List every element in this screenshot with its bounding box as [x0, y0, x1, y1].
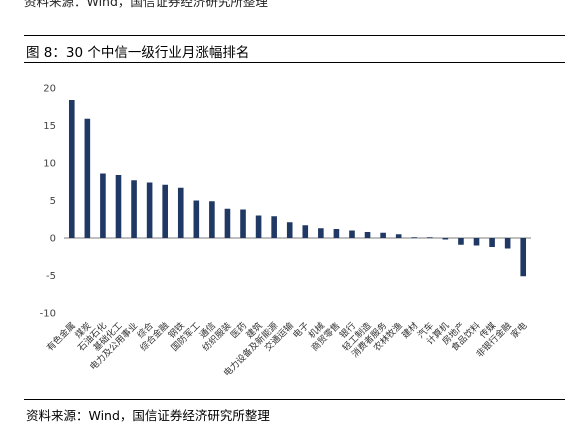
y-tick-label: 10: [43, 159, 56, 170]
bar: [427, 237, 433, 239]
bar: [224, 208, 231, 238]
bar: [302, 225, 309, 238]
figure-title: 图 8：30 个中信一级行业月涨幅排名: [26, 45, 250, 61]
bar: [520, 238, 527, 277]
bar: [255, 215, 262, 238]
bar: [131, 180, 137, 238]
bar: [162, 184, 168, 238]
bar: [318, 228, 324, 238]
category-label: 有色金属: [44, 320, 78, 354]
bar: [364, 232, 371, 238]
bar: [240, 209, 246, 238]
bar: [209, 201, 215, 238]
title-top-rule: [24, 35, 565, 36]
bar: [458, 238, 464, 245]
category-label: 医药: [229, 320, 250, 341]
top-source-note: 资料来源：Wind，国信证券经济研究所整理: [24, 0, 268, 9]
bar: [473, 238, 480, 246]
footer-source-note: 资料来源：Wind，国信证券经济研究所整理: [26, 408, 270, 423]
bar: [504, 238, 511, 249]
bar: [395, 234, 402, 238]
bar: [489, 238, 495, 247]
bar: [380, 232, 386, 238]
bar: [68, 100, 75, 238]
y-tick-label: -10: [40, 309, 56, 320]
bar: [411, 237, 418, 239]
bar: [349, 230, 355, 238]
bar: [146, 182, 153, 238]
footer-top-rule: [24, 399, 565, 400]
bar: [177, 187, 184, 238]
bar: [100, 173, 106, 238]
bar: [115, 175, 122, 238]
bar: [286, 222, 293, 238]
bar-chart: -10-505101520有色金属煤炭石油石化基础化工电力及公用事业综合综合金融…: [40, 84, 531, 379]
bar: [193, 200, 200, 238]
bar: [84, 118, 91, 238]
y-tick-label: -5: [46, 271, 56, 282]
y-tick-label: 20: [43, 84, 56, 95]
title-bottom-rule: [24, 62, 565, 63]
bar: [333, 229, 340, 238]
y-tick-label: 15: [43, 121, 56, 132]
bar: [271, 216, 277, 238]
y-tick-label: 5: [50, 196, 56, 207]
y-tick-label: 0: [50, 234, 56, 245]
bar: [442, 238, 449, 240]
